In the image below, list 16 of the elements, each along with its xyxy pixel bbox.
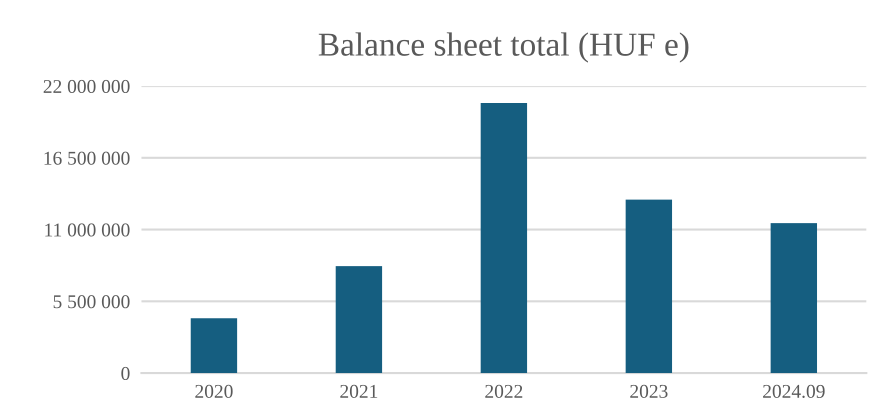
y-tick-label: 16 500 000 — [44, 152, 130, 165]
y-tick-label: 11 000 000 — [45, 223, 130, 237]
x-tick-label: 2024.09 — [763, 384, 825, 398]
bar — [770, 223, 818, 374]
y-tick-label: 5 500 000 — [54, 295, 130, 308]
x-tick-label: 2021 — [340, 384, 378, 398]
y-tick-label: 0 — [121, 366, 130, 380]
x-tick-label: 2020 — [195, 384, 233, 398]
x-tick-label: 2023 — [630, 384, 668, 398]
y-tick-label: 22 000 000 — [44, 80, 130, 94]
chart-title: Balance sheet total (HUF e) — [318, 32, 688, 63]
bar — [480, 103, 528, 374]
bar — [626, 200, 672, 374]
bar — [190, 318, 238, 374]
bar — [336, 266, 382, 374]
x-tick-label: 2022 — [485, 384, 522, 398]
